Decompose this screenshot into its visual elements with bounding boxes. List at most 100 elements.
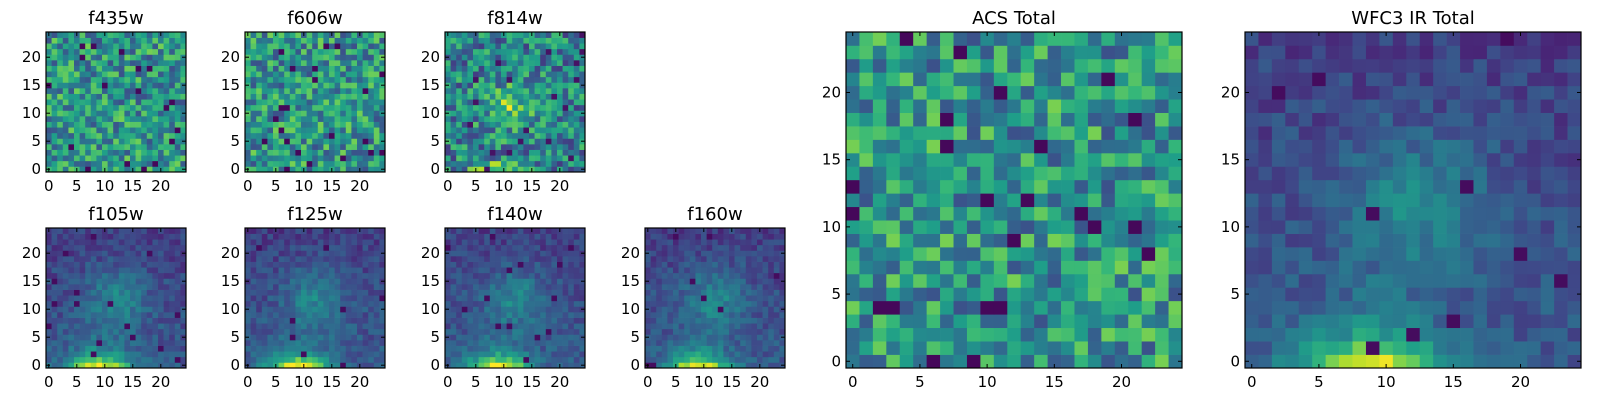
heatmap-cell	[966, 287, 981, 302]
heatmap-cell	[130, 65, 136, 72]
heatmap-cell	[323, 127, 330, 134]
x-tick-label: 10	[95, 373, 114, 391]
heatmap-cell	[484, 93, 491, 100]
heatmap-cell	[478, 272, 485, 279]
heatmap-cell	[107, 82, 114, 89]
heatmap-cell	[113, 166, 120, 173]
heatmap-cell	[573, 82, 580, 89]
heatmap-cell	[51, 356, 58, 363]
heatmap-cell	[573, 99, 580, 106]
heatmap-cell	[913, 300, 927, 315]
heatmap-cell	[329, 256, 335, 262]
heatmap-cell	[135, 300, 142, 307]
heatmap-cell	[529, 306, 535, 313]
heatmap-cell	[467, 127, 474, 134]
heatmap-cell	[74, 127, 80, 134]
heatmap-cell	[301, 149, 307, 156]
heatmap-cell	[158, 256, 164, 262]
heatmap-cell	[506, 127, 513, 134]
heatmap-cell	[345, 267, 352, 274]
heatmap-cell	[113, 43, 120, 50]
heatmap-cell	[673, 345, 679, 352]
heatmap-cell	[289, 138, 296, 145]
heatmap-cell	[745, 289, 752, 296]
heatmap-cell	[141, 88, 148, 94]
heatmap-cell	[267, 93, 274, 100]
heatmap-cell	[362, 239, 369, 246]
heatmap-cell	[107, 166, 114, 173]
heatmap-cell	[284, 60, 291, 66]
heatmap-cell	[152, 228, 159, 234]
heatmap-cell	[1020, 179, 1035, 194]
heatmap-cell	[461, 323, 468, 330]
heatmap-cell	[540, 160, 547, 167]
heatmap-cell	[289, 71, 296, 78]
heatmap-cell	[473, 127, 479, 134]
heatmap-cell	[534, 250, 541, 257]
heatmap-cell	[273, 149, 279, 156]
heatmap-cell	[450, 362, 457, 369]
heatmap-cell	[579, 155, 586, 162]
heatmap-cell	[379, 43, 386, 50]
heatmap-cell	[163, 127, 170, 134]
heatmap-cell	[295, 121, 302, 128]
heatmap-cell	[450, 340, 457, 346]
heatmap-cell	[351, 160, 358, 167]
heatmap-cell	[645, 244, 651, 251]
heatmap-cell	[362, 99, 369, 106]
heatmap-cell	[85, 155, 92, 162]
heatmap-cell	[163, 306, 170, 313]
heatmap-cell	[107, 289, 114, 296]
heatmap-cell	[557, 132, 563, 139]
heatmap-cell	[245, 155, 251, 162]
heatmap-cell	[250, 93, 257, 100]
heatmap-cell	[1155, 273, 1169, 288]
heatmap-cell	[529, 328, 535, 335]
heatmap-cell	[312, 54, 319, 61]
heatmap-cell	[523, 65, 530, 72]
heatmap-cell	[124, 88, 131, 94]
heatmap-cell	[90, 300, 97, 307]
heatmap-cell	[267, 345, 274, 352]
heatmap-cell	[273, 127, 279, 134]
heatmap-cell	[1087, 166, 1102, 181]
heatmap-cell	[846, 260, 860, 275]
heatmap-cell	[68, 82, 75, 89]
heatmap-cell	[74, 295, 80, 302]
heatmap-cell	[673, 328, 679, 335]
heatmap-cell	[506, 345, 513, 352]
heatmap-cell	[506, 267, 513, 274]
heatmap-cell	[768, 284, 775, 290]
heatmap-cell	[62, 233, 69, 240]
heatmap-cell	[278, 351, 285, 358]
heatmap-cell	[529, 93, 535, 100]
heatmap-cell	[689, 244, 696, 251]
heatmap-cell	[124, 138, 131, 145]
heatmap-cell	[506, 43, 513, 50]
heatmap-cell	[312, 261, 319, 268]
heatmap-cell	[317, 261, 324, 268]
heatmap-cell	[362, 312, 369, 318]
heatmap-cell	[450, 160, 457, 167]
heatmap-cell	[579, 317, 586, 324]
heatmap-cell	[684, 340, 691, 346]
heatmap-cell	[169, 76, 176, 83]
heatmap-cell	[645, 351, 651, 358]
heatmap-cell	[540, 278, 547, 285]
heatmap-cell	[278, 312, 285, 318]
heatmap-cell	[85, 351, 92, 358]
heatmap-cell	[512, 32, 519, 38]
heatmap-cell	[467, 328, 474, 335]
heatmap-cell	[940, 354, 954, 369]
heatmap-cell	[323, 82, 330, 89]
heatmap-cell	[62, 54, 69, 61]
heatmap-cell	[695, 300, 702, 307]
heatmap-cell	[250, 345, 257, 352]
heatmap-cell	[762, 295, 769, 302]
heatmap-cell	[256, 132, 263, 139]
heatmap-cell	[540, 228, 547, 234]
heatmap-cell	[534, 82, 541, 89]
heatmap-cell	[62, 104, 69, 111]
heatmap-cell	[723, 267, 730, 274]
heatmap-cell	[329, 65, 335, 72]
